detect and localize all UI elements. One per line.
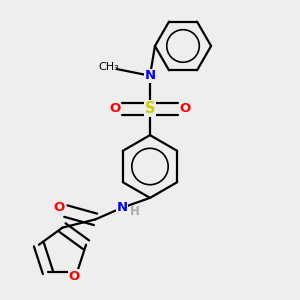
Text: O: O xyxy=(68,270,80,283)
Text: N: N xyxy=(144,69,156,82)
Text: O: O xyxy=(180,102,191,115)
Text: H: H xyxy=(130,205,140,218)
Text: O: O xyxy=(53,201,64,214)
Text: S: S xyxy=(145,101,155,116)
Text: CH₃: CH₃ xyxy=(98,62,119,72)
Text: N: N xyxy=(116,201,128,214)
Text: O: O xyxy=(109,102,120,115)
